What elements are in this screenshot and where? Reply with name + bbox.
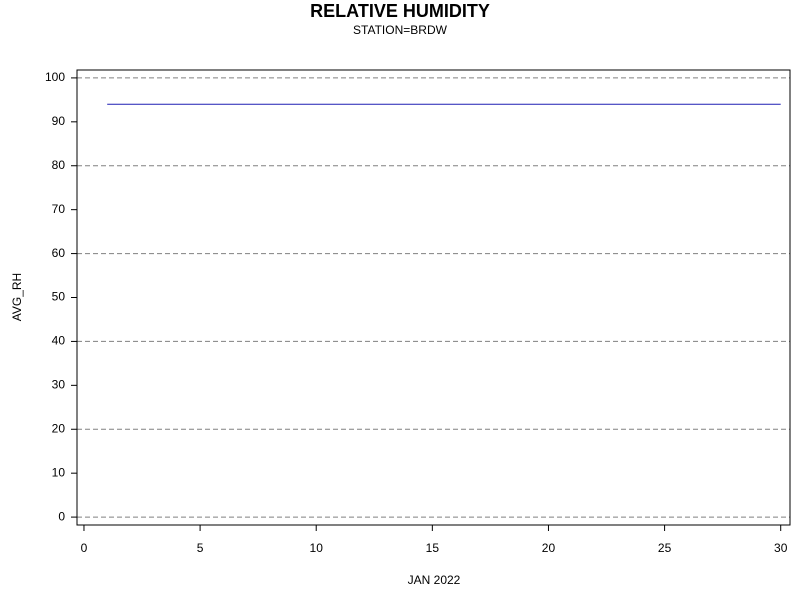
y-tick-label: 50: [52, 290, 66, 304]
y-tick-label: 0: [58, 509, 65, 523]
y-axis-label: AVG_RH: [10, 273, 24, 321]
y-tick-label: 60: [52, 246, 66, 260]
x-tick-label: 25: [658, 541, 672, 555]
x-tick-label: 0: [81, 541, 88, 555]
y-tick-label: 100: [45, 70, 65, 84]
y-tick-label: 40: [52, 334, 66, 348]
x-tick-label: 15: [426, 541, 440, 555]
y-tick-label: 10: [52, 465, 66, 479]
x-axis-label: JAN 2022: [408, 573, 461, 587]
x-tick-label: 10: [310, 541, 324, 555]
y-tick-label: 20: [52, 421, 66, 435]
y-tick-label: 70: [52, 202, 66, 216]
y-tick-label: 80: [52, 158, 66, 172]
y-tick-label: 90: [52, 114, 66, 128]
x-tick-label: 20: [542, 541, 556, 555]
plot-frame: [76, 69, 791, 526]
y-tick-label: 30: [52, 378, 66, 392]
chart-title: RELATIVE HUMIDITY: [310, 1, 490, 21]
x-tick-label: 30: [774, 541, 788, 555]
x-tick-label: 5: [197, 541, 204, 555]
chart-subtitle: STATION=BRDW: [353, 23, 448, 37]
